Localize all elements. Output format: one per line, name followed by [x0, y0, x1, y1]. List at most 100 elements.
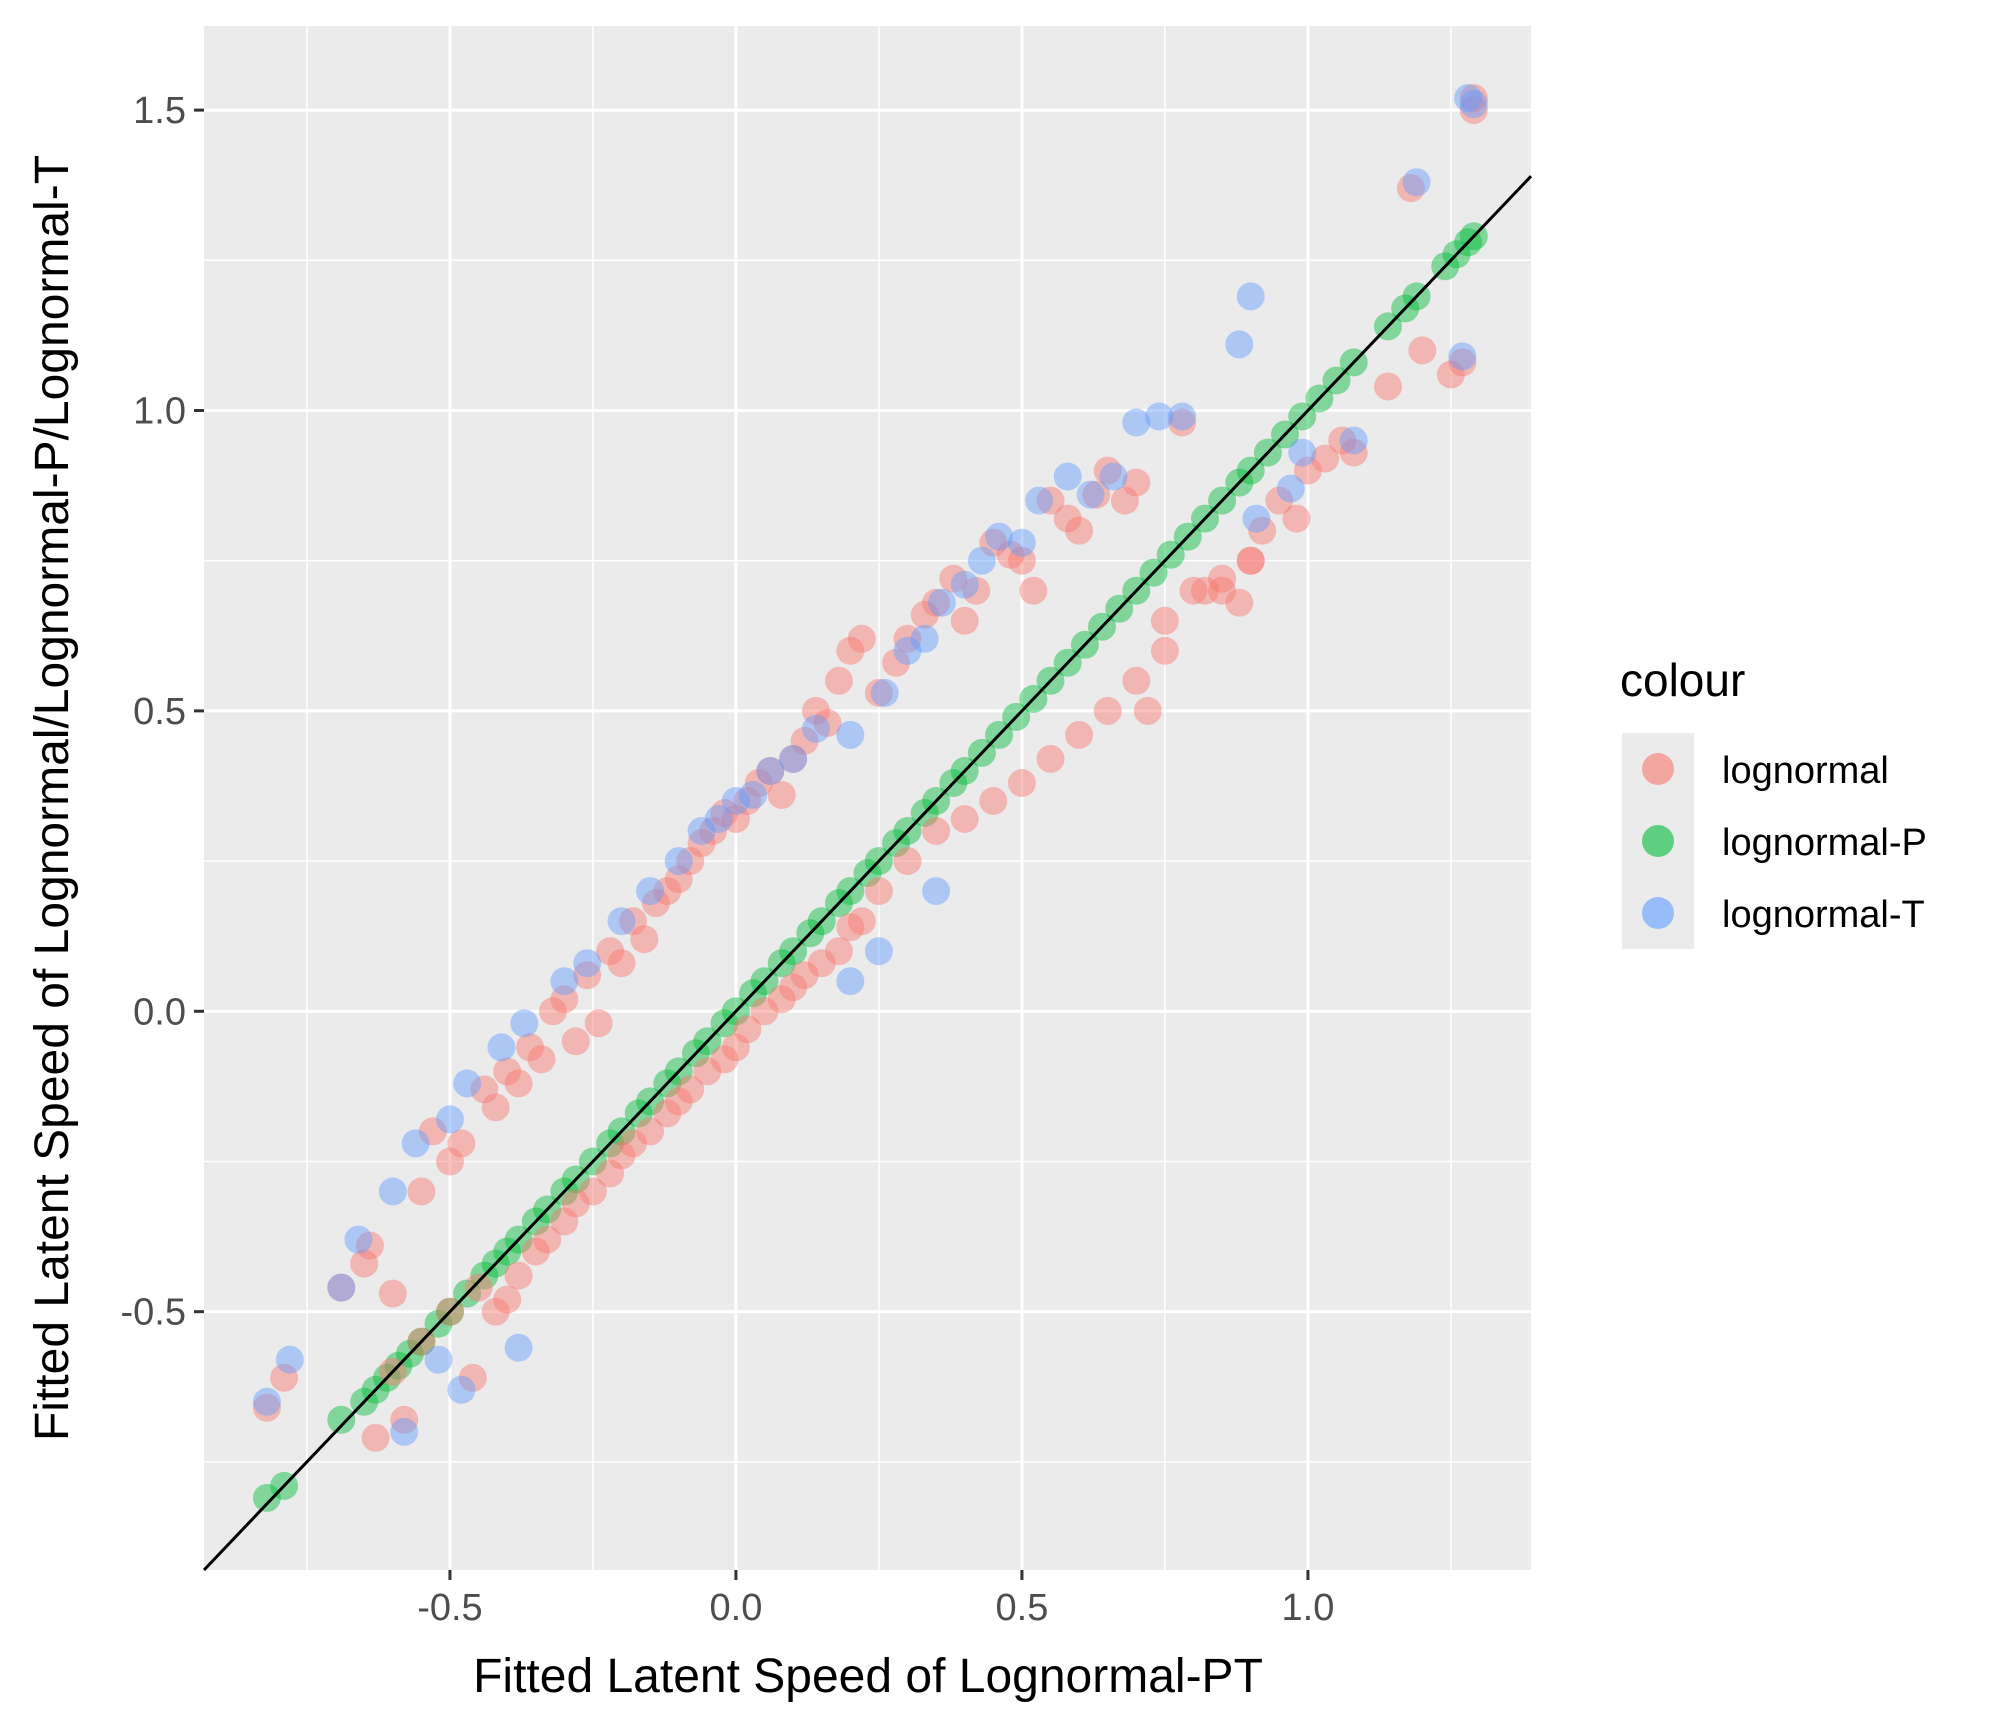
point-lognormal	[864, 877, 893, 906]
point-lognormal	[1150, 636, 1179, 665]
point-lognormal-t	[378, 1177, 407, 1206]
point-lognormal	[664, 865, 693, 894]
point-lognormal	[813, 708, 842, 737]
point-lognormal	[710, 799, 739, 827]
point-lognormal	[493, 1285, 522, 1314]
point-lognormal	[481, 1093, 510, 1122]
point-lognormal-t	[487, 1033, 516, 1062]
point-lognormal	[1122, 666, 1151, 695]
point-lognormal	[561, 1027, 590, 1056]
legend-label-lognormal: lognormal	[1722, 750, 1889, 792]
point-lognormal	[893, 847, 922, 876]
point-lognormal	[1065, 720, 1094, 749]
x-axis-label: Fitted Latent Speed of Lognormal-PT	[473, 1650, 1263, 1703]
x-tick-label: 0.5	[996, 1587, 1049, 1629]
point-lognormal	[693, 1057, 722, 1086]
point-lognormal-p	[252, 1483, 281, 1512]
point-lognormal	[504, 1261, 533, 1290]
point-lognormal	[824, 666, 853, 695]
point-lognormal	[767, 985, 796, 1014]
data-points	[252, 84, 1488, 1512]
identity-reference-line	[202, 175, 1533, 1572]
point-lognormal	[802, 696, 830, 725]
point-lognormal-t	[573, 949, 602, 978]
point-lognormal	[619, 907, 647, 936]
point-lognormal	[922, 588, 951, 617]
point-lognormal-t	[1076, 480, 1105, 509]
point-lognormal	[516, 1033, 544, 1062]
point-lognormal	[733, 787, 762, 815]
point-lognormal-t	[1402, 168, 1431, 197]
point-lognormal	[596, 1159, 625, 1188]
y-axis-label: Fitted Latent Speed of Lognormal/Lognorm…	[26, 155, 79, 1441]
point-lognormal-t	[1448, 342, 1477, 371]
point-lognormal	[950, 606, 979, 635]
point-lognormal	[1436, 360, 1465, 389]
point-lognormal-p	[327, 1405, 356, 1434]
point-lognormal-t	[985, 522, 1014, 551]
point-lognormal-t	[327, 1273, 356, 1302]
point-lognormal	[790, 726, 819, 755]
point-lognormal-t	[1225, 330, 1254, 359]
major-gridlines	[204, 26, 1531, 1570]
point-lognormal	[699, 817, 728, 845]
y-axis-ticks: -0.5 0.0 0.5 1.0 1.5	[121, 90, 204, 1334]
point-lognormal	[504, 1069, 533, 1098]
point-lognormal	[676, 847, 705, 876]
point-lognormal	[550, 1207, 579, 1236]
point-lognormal	[653, 877, 682, 906]
point-lognormal	[744, 769, 773, 797]
point-lognormal	[355, 1231, 384, 1260]
point-lognormal	[1328, 426, 1357, 455]
point-lognormal-t	[836, 720, 865, 749]
minor-gridlines	[204, 26, 1531, 1570]
point-lognormal	[636, 1117, 665, 1146]
point-lognormal-t	[950, 570, 979, 599]
point-lognormal	[979, 787, 1008, 815]
point-lognormal-t	[1168, 402, 1197, 431]
point-lognormal-t	[607, 907, 636, 936]
point-lognormal-t	[910, 624, 939, 653]
point-lognormal	[922, 817, 951, 845]
point-lognormal	[653, 1099, 682, 1128]
point-lognormal	[790, 961, 819, 990]
point-lognormal	[710, 1045, 739, 1074]
point-lognormal	[270, 1363, 299, 1392]
point-lognormal	[533, 1225, 562, 1254]
point-lognormal	[1082, 480, 1111, 509]
point-lognormal	[1168, 408, 1197, 437]
point-lognormal	[527, 1045, 556, 1074]
point-lognormal	[561, 1189, 590, 1218]
legend: colour lognormal lognormal-P lognormal-T	[1620, 654, 1927, 949]
point-lognormal	[1236, 546, 1265, 575]
point-lognormal-t	[864, 937, 893, 966]
point-lognormal	[464, 1273, 493, 1302]
point-lognormal	[607, 1141, 636, 1170]
point-lognormal	[458, 1363, 487, 1392]
point-lognormal	[676, 1075, 705, 1104]
point-lognormal	[767, 781, 796, 809]
legend-label-lognormal-p: lognormal-P	[1722, 822, 1927, 864]
point-lognormal	[1191, 576, 1219, 605]
point-lognormal-t	[504, 1333, 533, 1362]
point-lognormal-t	[453, 1069, 482, 1098]
point-lognormal	[1019, 576, 1048, 605]
point-lognormal	[1459, 96, 1488, 125]
point-lognormal-t	[1276, 474, 1305, 503]
legend-key-lognormal	[1642, 753, 1674, 785]
point-lognormal	[1311, 444, 1340, 473]
x-tick-label: -0.5	[417, 1587, 482, 1629]
point-lognormal	[979, 528, 1008, 557]
point-lognormal	[418, 1117, 447, 1146]
point-lognormal-t	[401, 1129, 430, 1158]
point-lognormal-t	[836, 967, 865, 996]
point-lognormal-t	[664, 847, 693, 876]
point-lognormal	[493, 1057, 522, 1086]
point-lognormal-t	[550, 967, 579, 996]
point-lognormal	[1179, 576, 1208, 605]
point-lognormal	[1110, 486, 1139, 515]
point-lognormal	[721, 805, 750, 833]
point-lognormal-t	[721, 787, 750, 815]
point-lognormal	[1150, 606, 1179, 635]
